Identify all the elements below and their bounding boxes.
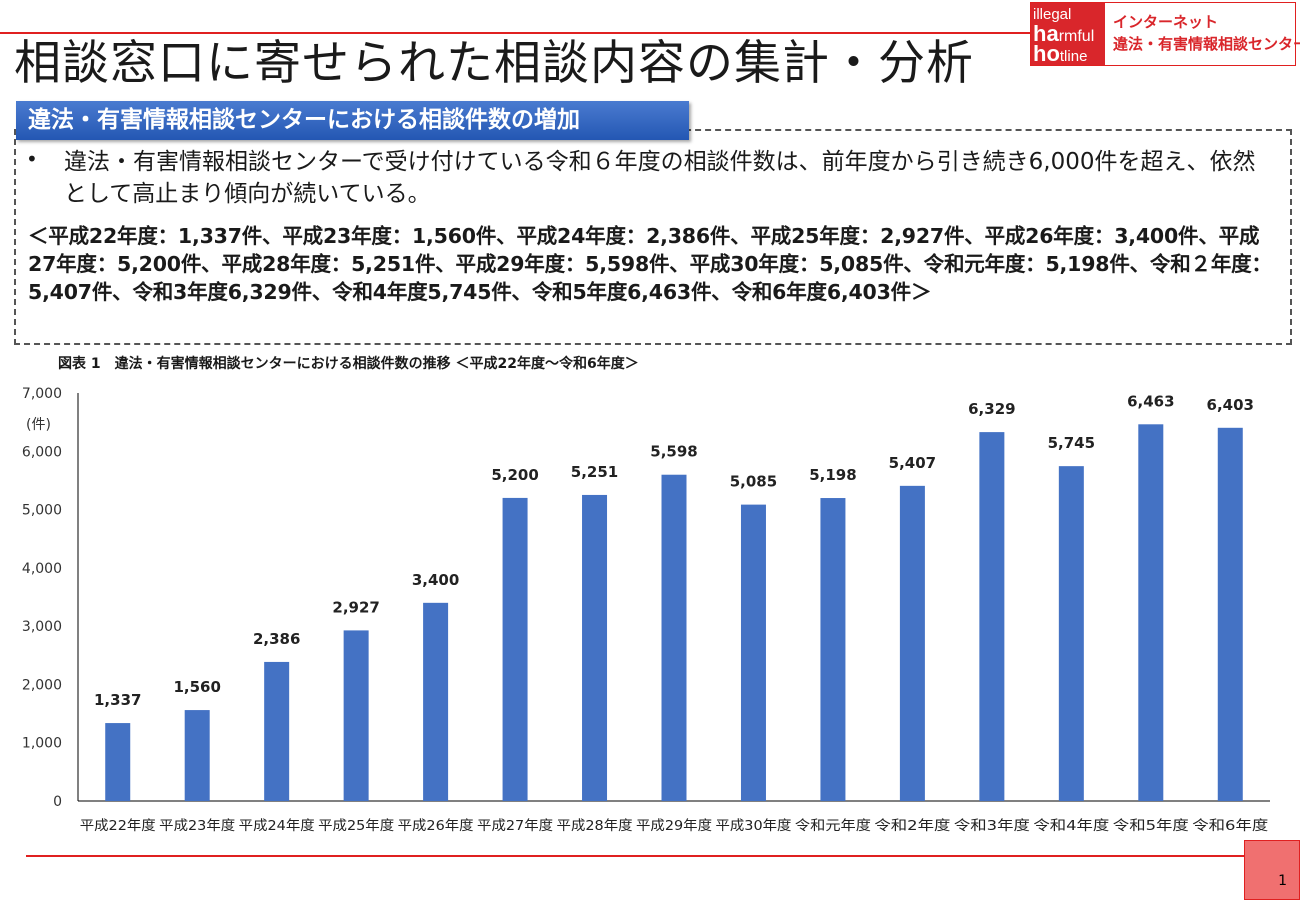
bar: [105, 723, 131, 801]
bar-value-label: 3,400: [412, 571, 459, 589]
x-tick-label: 平成26年度: [398, 818, 474, 834]
bar: [1058, 466, 1084, 801]
x-tick-label: 令和6年度: [1192, 818, 1268, 834]
bar: [423, 602, 449, 801]
logo-mark-line2: harmful: [1033, 23, 1094, 45]
x-tick-label: 平成22年度: [80, 818, 156, 834]
x-tick-label: 令和3年度: [954, 818, 1030, 834]
x-tick-label: 令和5年度: [1113, 818, 1189, 834]
yearly-counts-text: ＜平成22年度：1,337件、平成23年度：1,560件、平成24年度：2,38…: [28, 224, 1272, 304]
logo-name-line1: インターネット: [1113, 13, 1219, 31]
bar-value-label: 5,085: [730, 473, 777, 491]
bar: [264, 661, 290, 801]
x-tick-label: 平成24年度: [239, 818, 315, 834]
logo-mark-line1: illegal: [1033, 6, 1072, 23]
bullet-marker: •: [26, 147, 38, 171]
x-tick-label: 令和元年度: [795, 818, 871, 834]
consultation-count-bar-chart: 0 1,000 2,000 3,000 4,000 5,000 6,000 7,000 (件) 1…: [22, 386, 1270, 834]
bar: [582, 494, 608, 801]
x-tick-label: 平成23年度: [159, 818, 235, 834]
logo-mark-line3-rest: tline: [1059, 48, 1088, 65]
bar: [661, 474, 687, 801]
y-tick-label: 7,000: [22, 386, 62, 402]
figure-caption: 図表 1 違法・有害情報相談センターにおける相談件数の推移 ＜平成22年度～令和…: [58, 356, 639, 372]
bar-value-label: 1,560: [173, 678, 220, 696]
x-tick-label: 平成28年度: [557, 818, 633, 834]
page-title: 相談窓口に寄せられた相談内容の集計・分析: [14, 36, 974, 91]
bar: [1138, 424, 1164, 801]
bar-value-label: 5,251: [571, 463, 618, 481]
bar: [343, 630, 369, 801]
bar: [1217, 427, 1243, 801]
y-tick-label: 1,000: [22, 736, 62, 752]
y-axis-unit-label: (件): [26, 417, 51, 433]
logo-name-line2: 違法・有害情報相談センター: [1113, 35, 1300, 53]
bar-value-label: 6,403: [1207, 396, 1254, 414]
y-tick-label: 3,000: [22, 619, 62, 635]
bar-value-label: 5,745: [1048, 434, 1095, 452]
bar-value-label: 5,200: [491, 466, 538, 484]
bar-value-label: 6,463: [1127, 392, 1174, 410]
bar-value-label: 5,407: [889, 454, 936, 472]
y-tick-label: 0: [53, 794, 62, 810]
page-number: 1: [1278, 873, 1287, 889]
y-tick-label: 5,000: [22, 503, 62, 519]
bar-value-label: 5,598: [650, 443, 697, 461]
bar-value-label: 6,329: [968, 400, 1015, 418]
x-tick-label: 平成30年度: [715, 818, 791, 834]
y-tick-label: 2,000: [22, 677, 62, 693]
header-rule: [0, 32, 1030, 34]
logo-mark-line2-bold: ha: [1033, 21, 1059, 46]
y-tick-label: 4,000: [22, 561, 62, 577]
y-tick-label: 6,000: [22, 444, 62, 460]
bar-value-label: 5,198: [809, 466, 856, 484]
bar-value-label: 1,337: [94, 691, 141, 709]
bar: [820, 498, 846, 801]
section-subtitle: 違法・有害情報相談センターにおける相談件数の増加: [16, 101, 689, 140]
logo-mark-line3: hotline: [1033, 43, 1087, 65]
footer-rule: [26, 855, 1244, 857]
x-tick-label: 平成25年度: [318, 818, 394, 834]
page-number-box: 1: [1244, 840, 1300, 900]
x-tick-label: 平成29年度: [636, 818, 712, 834]
logo-mark-line2-rest: rmful: [1058, 28, 1095, 45]
x-tick-label: 令和4年度: [1033, 818, 1109, 834]
x-tick-label: 平成27年度: [477, 818, 553, 834]
logo-mark: illegal harmful hotline: [1031, 3, 1105, 65]
logo-mark-line3-bold: ho: [1033, 41, 1060, 65]
summary-bullet-text: 違法・有害情報相談センターで受け付けている令和６年度の相談件数は、前年度から引き…: [64, 149, 1256, 207]
hotline-logo: illegal harmful hotline インターネット 違法・有害情報相…: [1030, 2, 1300, 66]
bar: [502, 497, 528, 801]
bar: [979, 432, 1005, 801]
bar: [899, 485, 925, 801]
bar-value-label: 2,927: [332, 598, 379, 616]
x-tick-label: 令和2年度: [874, 818, 950, 834]
logo-text: インターネット 違法・有害情報相談センター: [1113, 11, 1300, 55]
bar-value-label: 2,386: [253, 630, 300, 648]
bar: [740, 504, 766, 801]
bar: [184, 710, 210, 801]
